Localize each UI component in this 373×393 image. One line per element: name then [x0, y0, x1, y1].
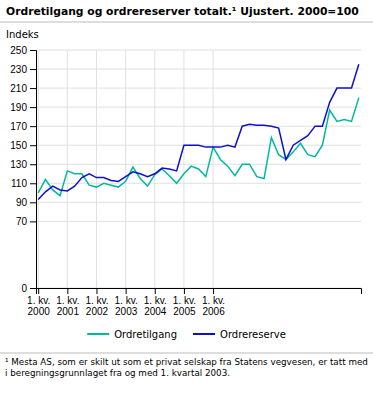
grid-line-y: [36, 164, 361, 165]
legend-swatch: [193, 333, 215, 335]
grid: [36, 50, 361, 288]
grid-line-x: [154, 50, 155, 288]
y-tick-mark: [30, 202, 36, 203]
y-tick-mark: [30, 50, 36, 51]
x-axis: 1. kv.2000 1. kv.2001 1. kv.2002 1. kv.2003…: [27, 288, 361, 317]
grid-line-y: [36, 221, 361, 222]
y-tick-mark: [30, 69, 36, 70]
x-tick-mark: [38, 288, 39, 294]
y-tick-mark: [30, 88, 36, 89]
x-tick: 1. kv.2002: [85, 288, 108, 317]
y-tick: 210: [10, 83, 36, 94]
x-tick-mark: [155, 288, 156, 294]
grid-line-x: [213, 50, 214, 288]
x-tick-label: 1. kv.2000: [27, 295, 50, 317]
grid-line-y: [36, 126, 361, 127]
y-tick-label: 210: [10, 83, 27, 94]
x-tick-label: 1. kv.2006: [202, 295, 225, 317]
x-tick-mark: [213, 288, 214, 294]
legend-item: Ordretilgang: [87, 329, 177, 340]
plot: 070901101301501701902102302501. kv.20001…: [10, 45, 361, 317]
x-tick-mark: [184, 288, 185, 294]
y-tick-label: 250: [10, 45, 27, 56]
y-tick-mark: [30, 288, 36, 289]
chart: Ordretilgang og ordrereserver totalt.¹ U…: [0, 0, 373, 393]
y-tick-label: 90: [16, 197, 28, 208]
x-tick: 1. kv.2001: [56, 288, 79, 317]
grid-line-x: [67, 50, 68, 288]
x-tick: 1. kv.2000: [27, 288, 50, 317]
x-tick-mark: [67, 288, 68, 294]
grid-line-y: [36, 107, 361, 108]
y-tick: 170: [10, 121, 36, 132]
y-tick-mark: [30, 183, 36, 184]
y-tick-label: 0: [21, 283, 27, 294]
title: Ordretilgang og ordrereserver totalt.¹ U…: [6, 5, 359, 18]
y-tick-label: 70: [16, 216, 28, 227]
grid-line-y: [36, 202, 361, 203]
title-rule: [0, 22, 373, 23]
legend-label: Ordretilgang: [114, 329, 177, 340]
y-tick: 70: [16, 216, 36, 227]
legend-swatch: [87, 333, 109, 335]
grid-line-y: [36, 183, 361, 184]
grid-line-x: [96, 50, 97, 288]
x-tick-label: 1. kv.2002: [85, 295, 108, 317]
y-tick-mark: [30, 221, 36, 222]
x-axis-line: [37, 289, 362, 295]
legend-item: Ordrereserve: [193, 329, 286, 340]
y-axis-label: Indeks: [6, 29, 39, 40]
x-tick: 1. kv.2003: [115, 288, 138, 317]
y-axis-line: [30, 51, 37, 289]
y-tick-label: 230: [10, 64, 27, 75]
x-tick-label: 1. kv.2005: [173, 295, 196, 317]
y-tick-mark: [30, 126, 36, 127]
y-tick-mark: [30, 145, 36, 146]
series-line: [38, 98, 359, 196]
y-tick: 130: [10, 159, 36, 170]
footnote: ¹ Mesta AS, som er skilt ut som et priva…: [5, 357, 368, 378]
y-tick: 90: [16, 197, 36, 208]
y-tick-label: 190: [10, 102, 27, 113]
x-tick: 1. kv.2004: [144, 288, 167, 317]
y-tick-mark: [30, 107, 36, 108]
x-tick: 1. kv.2005: [173, 288, 196, 317]
x-tick: 1. kv.2006: [202, 288, 225, 317]
y-tick: 110: [11, 178, 36, 189]
grid-line-x: [183, 50, 184, 288]
y-tick: 230: [10, 64, 36, 75]
y-tick: 150: [10, 140, 36, 151]
series-line: [38, 64, 359, 199]
footnote-rule: [0, 353, 373, 354]
x-tick-mark: [96, 288, 97, 294]
y-tick-label: 130: [10, 159, 27, 170]
grid-line-y: [36, 88, 361, 89]
y-tick-label: 110: [11, 178, 27, 189]
x-tick-label: 1. kv.2003: [115, 295, 138, 317]
x-tick-label: 1. kv.2004: [144, 295, 167, 317]
x-tick-label: 1. kv.2001: [56, 295, 79, 317]
lines: [38, 64, 359, 199]
grid-line-x: [38, 50, 39, 288]
y-tick-label: 150: [10, 140, 27, 151]
grid-line-x: [125, 50, 126, 288]
legend-label: Ordrereserve: [220, 329, 286, 340]
y-tick: 0: [21, 283, 36, 294]
x-tick-mark: [126, 288, 127, 294]
y-tick-label: 170: [10, 121, 27, 132]
legend: Ordretilgang Ordrereserve: [87, 329, 286, 340]
grid-line-y: [36, 69, 361, 70]
grid-line-y: [36, 50, 361, 51]
y-tick: 190: [10, 102, 36, 113]
y-tick-mark: [30, 164, 36, 165]
y-tick: 250: [10, 45, 36, 56]
y-axis: 0 70 90 110 130 150 170 190 210 230 250: [10, 45, 36, 294]
